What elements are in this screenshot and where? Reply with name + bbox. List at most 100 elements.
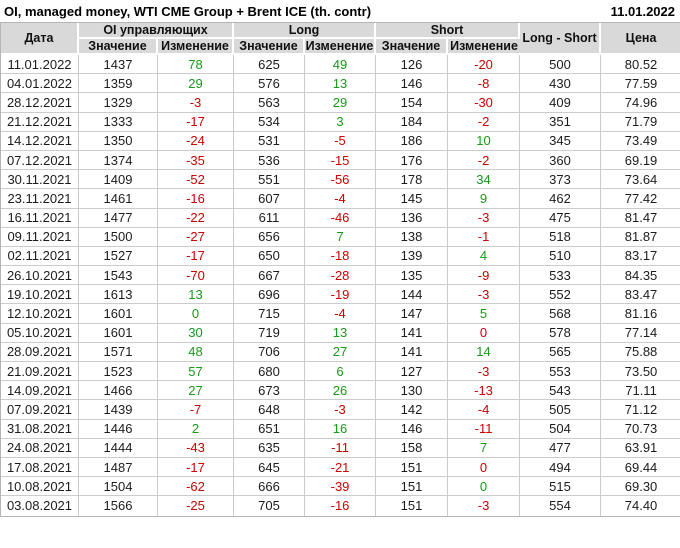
cell-short-change: 4 <box>448 246 521 267</box>
cell-long-value: 696 <box>234 285 305 305</box>
cell-long-change: -46 <box>305 208 377 228</box>
cell-long-short: 345 <box>520 131 602 151</box>
cell-short-value: 126 <box>376 55 449 75</box>
cell-long-short: 360 <box>520 150 602 171</box>
table-row: 19.10.2021 1613 13 696 -19 144 -3 552 83… <box>1 285 680 305</box>
cell-date: 09.11.2021 <box>1 227 79 247</box>
cell-short-change: 9 <box>448 189 521 209</box>
cell-long-value: 648 <box>234 400 305 420</box>
cell-long-change: -5 <box>305 131 377 151</box>
cell-oi-value: 1439 <box>79 400 158 420</box>
cell-price: 74.96 <box>601 93 680 113</box>
report-date: 11.01.2022 <box>610 3 675 19</box>
header-short-value: Значение <box>376 39 449 55</box>
cell-price: 69.30 <box>601 477 680 497</box>
header-price: Цена <box>601 23 680 55</box>
cell-short-value: 142 <box>376 400 449 420</box>
cell-long-short: 430 <box>520 74 602 94</box>
table-row: 26.10.2021 1543 -70 667 -28 135 -9 533 8… <box>1 266 680 286</box>
table-header: Дата OI управляющих Long Short Long - Sh… <box>1 23 680 55</box>
table-row: 28.09.2021 1571 48 706 27 141 14 565 75.… <box>1 342 680 362</box>
cell-long-change: 6 <box>305 362 377 382</box>
cell-long-short: 578 <box>520 323 602 343</box>
cell-long-value: 673 <box>234 381 305 401</box>
cell-long-short: 568 <box>520 304 602 324</box>
cell-date: 21.12.2021 <box>1 112 79 132</box>
cell-oi-change: -17 <box>158 457 234 478</box>
cell-price: 80.52 <box>601 55 680 75</box>
cell-date: 14.12.2021 <box>1 131 79 151</box>
cell-long-change: -39 <box>305 477 377 497</box>
cell-long-value: 625 <box>234 55 305 75</box>
cell-oi-value: 1333 <box>79 112 158 132</box>
cell-oi-value: 1466 <box>79 381 158 401</box>
cell-oi-change: 27 <box>158 381 234 401</box>
table-row: 11.01.2022 1437 78 625 49 126 -20 500 80… <box>1 55 680 75</box>
cell-short-value: 144 <box>376 285 449 305</box>
header-long-short: Long - Short <box>520 23 602 55</box>
cell-date: 02.11.2021 <box>1 246 79 267</box>
cell-short-change: -3 <box>448 208 521 228</box>
cell-long-value: 607 <box>234 189 305 209</box>
cell-date: 12.10.2021 <box>1 304 79 324</box>
table-row: 14.12.2021 1350 -24 531 -5 186 10 345 73… <box>1 131 680 151</box>
cell-long-value: 651 <box>234 419 305 439</box>
table-row: 21.09.2021 1523 57 680 6 127 -3 553 73.5… <box>1 362 680 382</box>
cell-oi-value: 1461 <box>79 189 158 209</box>
cell-short-change: 5 <box>448 304 521 324</box>
cell-short-value: 151 <box>376 457 449 478</box>
cell-short-change: 0 <box>448 323 521 343</box>
cell-short-change: -3 <box>448 285 521 305</box>
cell-oi-value: 1523 <box>79 362 158 382</box>
cell-oi-value: 1571 <box>79 342 158 362</box>
cell-oi-value: 1601 <box>79 323 158 343</box>
cell-short-value: 136 <box>376 208 449 228</box>
cell-long-short: 552 <box>520 285 602 305</box>
cell-long-short: 373 <box>520 170 602 190</box>
cell-oi-value: 1500 <box>79 227 158 247</box>
cell-short-value: 184 <box>376 112 449 132</box>
cell-long-change: -4 <box>305 304 377 324</box>
oi-table: Дата OI управляющих Long Short Long - Sh… <box>0 22 680 517</box>
cell-short-value: 141 <box>376 323 449 343</box>
cell-price: 70.73 <box>601 419 680 439</box>
table-row: 21.12.2021 1333 -17 534 3 184 -2 351 71.… <box>1 112 680 132</box>
cell-long-value: 650 <box>234 246 305 267</box>
cell-oi-change: -62 <box>158 477 234 497</box>
cell-long-short: 565 <box>520 342 602 362</box>
header-date: Дата <box>1 23 79 55</box>
table-row: 31.08.2021 1446 2 651 16 146 -11 504 70.… <box>1 419 680 439</box>
cell-oi-change: -17 <box>158 246 234 267</box>
cell-oi-value: 1543 <box>79 266 158 286</box>
cell-long-short: 543 <box>520 381 602 401</box>
cell-long-short: 500 <box>520 55 602 75</box>
cell-price: 81.47 <box>601 208 680 228</box>
header-long-value: Значение <box>234 39 305 55</box>
cell-short-value: 139 <box>376 246 449 267</box>
cell-short-change: 7 <box>448 438 521 458</box>
cell-short-value: 158 <box>376 438 449 458</box>
cell-oi-value: 1487 <box>79 457 158 478</box>
cell-price: 81.87 <box>601 227 680 247</box>
cell-price: 71.11 <box>601 381 680 401</box>
cell-long-change: -56 <box>305 170 377 190</box>
cell-long-value: 536 <box>234 150 305 171</box>
cell-price: 83.17 <box>601 246 680 267</box>
cell-price: 77.42 <box>601 189 680 209</box>
header-oi-change: Изменение <box>158 39 234 55</box>
cell-long-value: 563 <box>234 93 305 113</box>
cell-oi-value: 1477 <box>79 208 158 228</box>
cell-short-value: 138 <box>376 227 449 247</box>
cell-price: 71.12 <box>601 400 680 420</box>
cell-price: 77.14 <box>601 323 680 343</box>
cell-short-change: -2 <box>448 150 521 171</box>
cell-oi-change: 57 <box>158 362 234 382</box>
header-oi-value: Значение <box>79 39 158 55</box>
cell-oi-change: -25 <box>158 496 234 516</box>
cell-oi-value: 1437 <box>79 55 158 75</box>
cell-long-value: 635 <box>234 438 305 458</box>
cell-date: 04.01.2022 <box>1 74 79 94</box>
cell-long-change: 13 <box>305 323 377 343</box>
cell-long-value: 645 <box>234 457 305 478</box>
